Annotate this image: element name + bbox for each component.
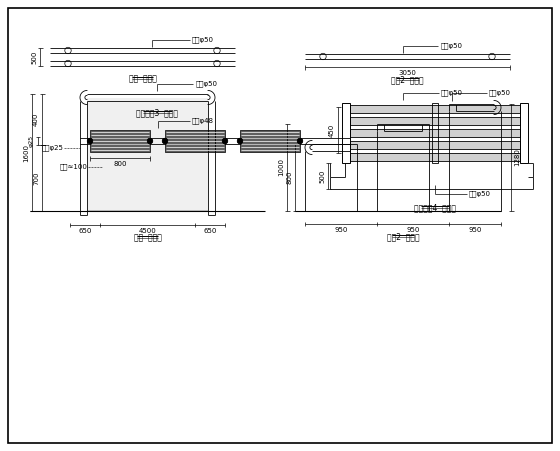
Text: 800: 800: [113, 161, 127, 167]
Text: 单杠2  立面图: 单杠2 立面图: [387, 232, 419, 241]
Text: 单杆  平面图: 单杆 平面图: [129, 74, 156, 83]
Text: 800: 800: [286, 171, 292, 184]
Circle shape: [162, 138, 168, 144]
Text: 微弯≈100: 微弯≈100: [60, 164, 88, 170]
Text: 直径φ50: 直径φ50: [489, 90, 511, 97]
Circle shape: [297, 138, 303, 144]
Text: 500: 500: [319, 169, 325, 183]
Text: 直径φ50: 直径φ50: [441, 90, 463, 97]
Text: 950: 950: [468, 227, 482, 233]
Text: 健身器材4  平面图: 健身器材4 平面图: [414, 203, 456, 212]
Text: 单杠2  平面图: 单杠2 平面图: [391, 75, 424, 84]
Text: 钢管φ25: 钢管φ25: [42, 145, 64, 151]
Text: 650: 650: [78, 228, 92, 234]
Text: 1280: 1280: [514, 148, 520, 166]
Circle shape: [222, 138, 228, 144]
Text: 4500: 4500: [139, 228, 156, 234]
Bar: [350, 129, 520, 137]
Text: 直径φ50: 直径φ50: [192, 37, 214, 43]
Bar: [520, 103, 528, 163]
Text: 钢管φ48: 钢管φ48: [192, 118, 213, 124]
Bar: [342, 103, 350, 163]
Text: 450: 450: [329, 124, 335, 137]
Circle shape: [237, 138, 243, 144]
Text: φ25: φ25: [29, 135, 34, 147]
Bar: [240, 130, 300, 152]
Bar: [350, 105, 520, 113]
Circle shape: [87, 138, 93, 144]
Text: 1600: 1600: [23, 143, 29, 161]
Text: 950: 950: [407, 227, 419, 233]
Bar: [432, 103, 438, 163]
Text: 650: 650: [203, 228, 217, 234]
Bar: [90, 130, 150, 152]
Bar: [165, 130, 225, 152]
Text: 直径φ50: 直径φ50: [195, 81, 217, 87]
Text: 500: 500: [31, 51, 37, 64]
Bar: [350, 153, 520, 161]
Text: 单杆  立面图: 单杆 立面图: [134, 233, 161, 242]
Bar: [350, 141, 520, 149]
Bar: [87, 97, 208, 211]
Text: 700: 700: [33, 171, 39, 185]
Text: 950: 950: [334, 227, 348, 233]
Text: 3050: 3050: [399, 70, 417, 76]
Text: 钢管φ50: 钢管φ50: [469, 191, 491, 197]
Text: 400: 400: [33, 113, 39, 126]
Bar: [350, 117, 520, 125]
Text: 健身器材3  平面图: 健身器材3 平面图: [137, 108, 179, 117]
Text: 1000: 1000: [278, 158, 284, 176]
Circle shape: [147, 138, 153, 144]
Text: 直径φ50: 直径φ50: [440, 43, 463, 49]
